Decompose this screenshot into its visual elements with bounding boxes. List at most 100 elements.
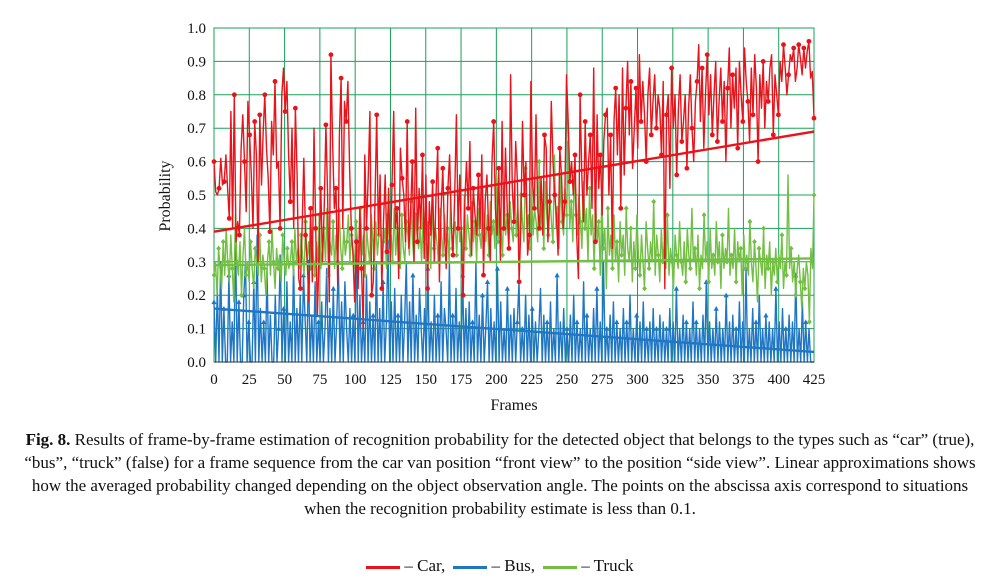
bus-point xyxy=(803,319,809,325)
bus-point xyxy=(410,272,416,278)
bus-point xyxy=(713,305,719,311)
bus-point xyxy=(584,312,590,318)
truck-point xyxy=(596,218,602,225)
car-point xyxy=(592,239,598,245)
car-point xyxy=(694,79,700,84)
car-point xyxy=(704,52,710,58)
x-tick-label: 425 xyxy=(803,372,826,388)
bus-point xyxy=(514,319,520,325)
truck-point xyxy=(500,252,505,258)
car-point xyxy=(491,119,497,124)
truck-point xyxy=(591,265,597,272)
legend-label-bus: – Bus, xyxy=(491,556,535,575)
car-point xyxy=(389,182,395,188)
legend-item-bus: – Bus, xyxy=(453,554,535,577)
car-point xyxy=(409,159,415,165)
car-point xyxy=(557,145,563,151)
car-point xyxy=(221,179,227,185)
bus-point xyxy=(693,319,699,325)
bus-point xyxy=(435,312,441,318)
bus-point xyxy=(281,305,287,311)
truck-point xyxy=(312,272,318,278)
x-tick-label: 325 xyxy=(662,372,685,388)
car-point xyxy=(801,45,807,51)
truck-point xyxy=(674,252,679,258)
car-point xyxy=(252,119,258,124)
bus-point xyxy=(554,272,560,278)
truck-point xyxy=(536,158,542,165)
car-point xyxy=(730,72,736,78)
y-tick-label: 0.8 xyxy=(187,88,206,104)
car-point xyxy=(374,112,380,118)
truck-point xyxy=(513,232,519,238)
truck-point xyxy=(252,245,258,252)
bus-point xyxy=(614,319,620,325)
bus-point xyxy=(673,285,680,291)
chart-legend: – Car, – Bus, – Truck xyxy=(0,554,1000,577)
y-tick-label: 0.6 xyxy=(187,155,206,171)
car-point xyxy=(684,165,690,171)
car-point xyxy=(506,246,512,251)
car-point xyxy=(394,205,400,211)
truck-point xyxy=(495,238,501,245)
truck-point xyxy=(610,265,615,272)
car-point xyxy=(526,232,532,238)
truck-point xyxy=(697,285,702,292)
car-point xyxy=(486,226,491,231)
car-point xyxy=(582,119,588,124)
bus-point xyxy=(211,299,217,305)
truck-point xyxy=(261,265,267,272)
truck-point xyxy=(477,232,483,238)
truck-point xyxy=(564,212,570,218)
truck-point xyxy=(550,238,556,245)
truck-point xyxy=(623,205,629,212)
truck-point xyxy=(752,238,757,245)
bus-point xyxy=(529,305,535,311)
truck-point xyxy=(280,232,286,238)
truck-point xyxy=(266,238,272,245)
bus-point xyxy=(469,319,476,325)
legend-swatch-car xyxy=(366,565,401,569)
legend-item-truck: – Truck xyxy=(543,554,634,577)
car-point xyxy=(226,215,232,221)
car-point xyxy=(786,72,791,78)
truck-point xyxy=(793,292,799,298)
truck-point xyxy=(683,279,689,285)
truck-trend-line xyxy=(213,257,815,267)
bus-point xyxy=(370,312,376,318)
bus-point xyxy=(723,292,729,298)
car-point xyxy=(628,79,634,84)
car-point xyxy=(476,172,481,178)
bus-point xyxy=(261,319,267,325)
bus-point xyxy=(604,326,610,331)
truck-point xyxy=(220,238,226,245)
truck-point xyxy=(756,245,762,252)
truck-point xyxy=(632,265,638,272)
y-tick-label: 0.7 xyxy=(187,121,206,137)
car-point xyxy=(796,42,802,48)
truck-point xyxy=(330,218,336,225)
truck-point xyxy=(642,285,647,292)
car-point xyxy=(765,99,771,104)
truck-point xyxy=(243,272,249,278)
y-tick-label: 0.5 xyxy=(187,188,206,204)
truck-point xyxy=(587,185,592,192)
x-tick-label: 175 xyxy=(450,372,473,388)
car-point xyxy=(679,139,685,144)
chart-axes: 0 25 50 75 100 125 150 175 200 225 250 275 300 325 350… xyxy=(187,21,825,388)
car-point xyxy=(776,112,781,118)
x-tick-label: 75 xyxy=(312,372,327,388)
x-tick-label: 300 xyxy=(626,372,649,388)
car-point xyxy=(781,42,786,48)
y-tick-label: 0.9 xyxy=(187,54,206,70)
truck-point xyxy=(541,245,547,252)
car-point xyxy=(552,192,558,198)
car-point xyxy=(745,99,751,104)
x-tick-label: 200 xyxy=(485,372,508,388)
car-point xyxy=(481,272,486,278)
y-tick-label: 1.0 xyxy=(187,21,206,37)
bus-point xyxy=(663,326,670,331)
truck-point xyxy=(490,218,496,225)
truck-point xyxy=(687,265,693,272)
car-point xyxy=(770,132,776,138)
